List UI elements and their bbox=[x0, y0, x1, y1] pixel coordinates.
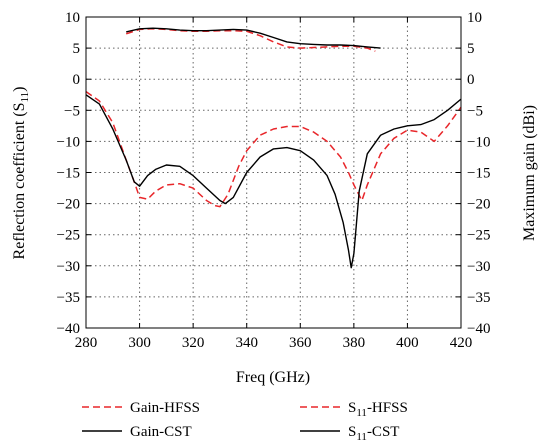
series-line-s11-cst bbox=[85, 94, 462, 269]
x-tick-label: 340 bbox=[235, 335, 258, 351]
right-y-tick-label: −35 bbox=[467, 290, 490, 306]
plot-frame bbox=[85, 16, 462, 329]
left-y-axis-label: Reflection coefficient (S11) bbox=[11, 87, 31, 260]
axis-ticks: 280 300 320 340 360 380 400 420 10 10 5 5 0 0 −5 −5 −10 −… bbox=[57, 10, 491, 351]
series-lines bbox=[85, 27, 462, 269]
x-tick-label: 380 bbox=[343, 335, 366, 351]
left-y-tick-label: −40 bbox=[57, 321, 80, 337]
left-y-axis-label-main: Reflection coefficient (S bbox=[11, 102, 28, 259]
left-y-tick-label: −20 bbox=[57, 197, 80, 213]
left-y-tick-label: −35 bbox=[57, 290, 80, 306]
left-y-tick-label: −10 bbox=[57, 134, 80, 150]
legend-label: Gain-CST bbox=[130, 424, 192, 440]
left-y-tick-label: 5 bbox=[73, 41, 81, 57]
right-y-axis-label: Maximum gain (dBi) bbox=[521, 105, 538, 241]
grid-lines bbox=[86, 17, 461, 328]
right-y-tick-label: −25 bbox=[467, 228, 490, 244]
right-y-tick-label: 0 bbox=[467, 72, 475, 88]
series-line-gain-cst bbox=[126, 27, 381, 49]
x-tick-label: 300 bbox=[128, 335, 151, 351]
right-y-tick-label: 10 bbox=[467, 10, 482, 26]
left-y-tick-label: −25 bbox=[57, 228, 80, 244]
left-y-tick-label: −15 bbox=[57, 166, 80, 182]
x-tick-label: 420 bbox=[450, 335, 473, 351]
right-y-tick-label: −20 bbox=[467, 197, 490, 213]
right-y-tick-label: 5 bbox=[467, 41, 475, 57]
right-y-tick-label: −30 bbox=[467, 259, 490, 275]
series-line-s11-hfss bbox=[85, 90, 462, 208]
series-line-gain-hfss bbox=[125, 28, 376, 52]
x-tick-label: 400 bbox=[396, 335, 419, 351]
left-y-axis-label-tail: ) bbox=[11, 87, 28, 92]
right-y-tick-label: −15 bbox=[467, 166, 490, 182]
right-y-tick-label: −10 bbox=[467, 134, 490, 150]
legend-label: Gain-HFSS bbox=[130, 400, 200, 416]
legend-label: S11-HFSS bbox=[348, 400, 408, 419]
x-tick-label: 320 bbox=[182, 335, 205, 351]
left-y-axis-label-subscript: 11 bbox=[19, 92, 31, 103]
legend-label: S11-CST bbox=[348, 424, 399, 443]
x-tick-label: 360 bbox=[289, 335, 312, 351]
right-y-tick-label: −5 bbox=[467, 103, 483, 119]
left-y-tick-label: 10 bbox=[65, 10, 80, 26]
legend: Gain-HFSS S11-HFSS Gain-CST S11-CST bbox=[82, 400, 408, 443]
right-y-tick-label: −40 bbox=[467, 321, 490, 337]
x-axis-label: Freq (GHz) bbox=[236, 369, 310, 386]
left-y-tick-label: −30 bbox=[57, 259, 80, 275]
x-tick-label: 280 bbox=[75, 335, 98, 351]
left-y-tick-label: 0 bbox=[73, 72, 81, 88]
left-y-tick-label: −5 bbox=[64, 103, 80, 119]
